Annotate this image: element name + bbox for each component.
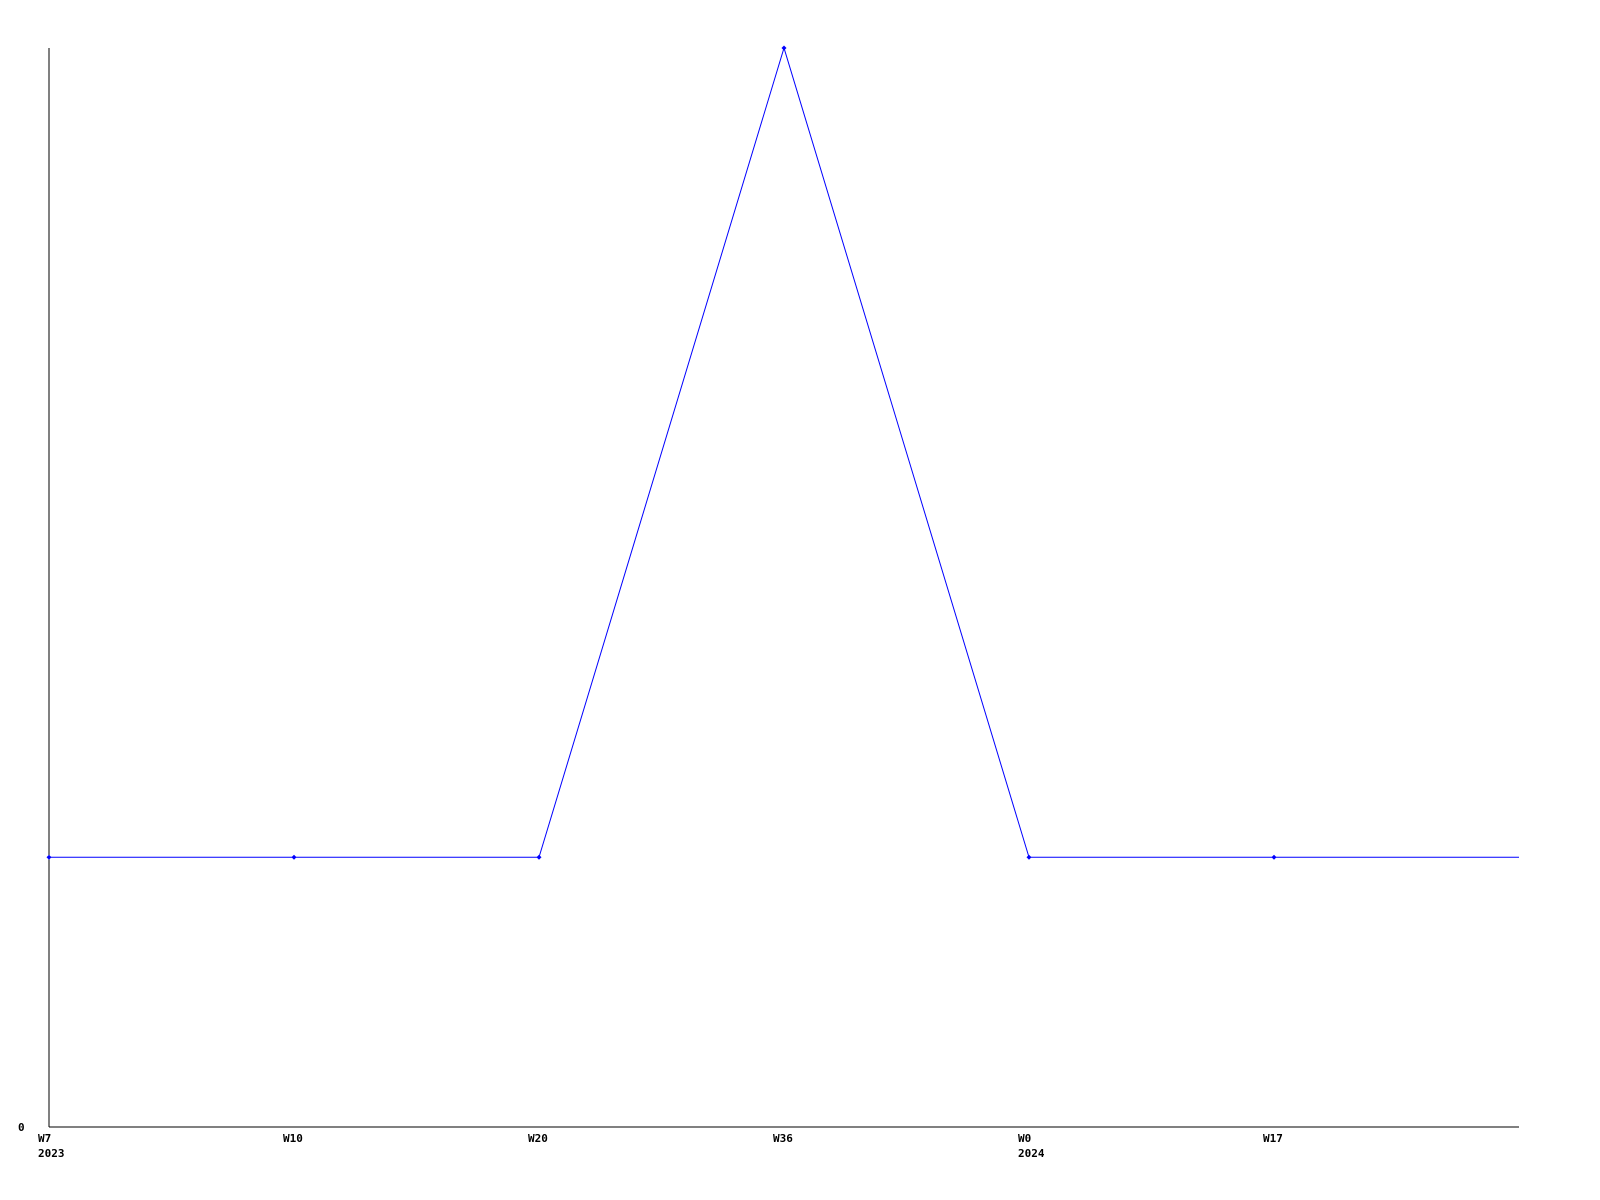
x-tick-label: W20 — [528, 1132, 548, 1145]
data-point — [1026, 854, 1032, 860]
y-tick-label: 0 — [18, 1121, 25, 1134]
data-point — [46, 854, 52, 860]
x-tick-label: W17 — [1263, 1132, 1283, 1145]
x-tick-label: W0 — [1018, 1132, 1031, 1145]
x-tick-year-label: 2024 — [1018, 1147, 1045, 1160]
x-tick-label: W7 — [38, 1132, 51, 1145]
series-line — [49, 46, 1519, 858]
data-point — [781, 45, 787, 51]
x-tick-year-label: 2023 — [38, 1147, 65, 1160]
data-point — [291, 854, 297, 860]
x-tick-label: W10 — [283, 1132, 303, 1145]
x-tick-label: W36 — [773, 1132, 793, 1145]
data-point — [536, 854, 542, 860]
data-point — [1271, 854, 1277, 860]
